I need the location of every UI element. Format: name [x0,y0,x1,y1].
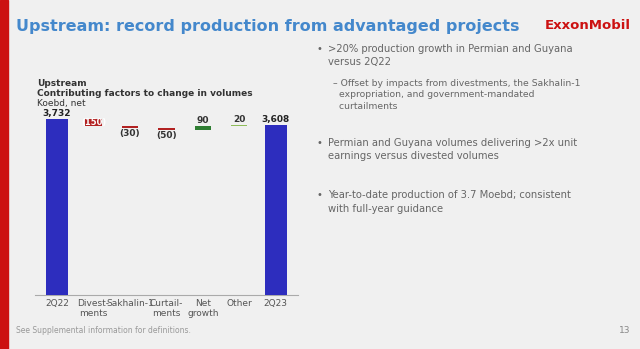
Text: Contributing factors to change in volumes: Contributing factors to change in volume… [37,89,253,98]
Bar [231,125,248,126]
Text: ExxonMobil: ExxonMobil [545,19,630,32]
Text: (50): (50) [156,131,177,140]
Text: 3,608: 3,608 [262,115,290,124]
Text: See Supplemental information for definitions.: See Supplemental information for definit… [16,326,191,335]
Text: Permian and Guyana volumes delivering >2x unit
earnings versus divested volumes: Permian and Guyana volumes delivering >2… [328,138,577,162]
Text: 20: 20 [233,115,246,124]
Text: – Offset by impacts from divestments, the Sakhalin-1
  expropriation, and govern: – Offset by impacts from divestments, th… [333,79,580,111]
Bar [158,128,175,130]
Text: •: • [317,44,323,54]
Text: Upstream: Upstream [37,79,87,88]
Text: Koebd, net: Koebd, net [37,99,86,109]
Bar [265,125,287,295]
Bar [195,126,211,130]
Text: Upstream: record production from advantaged projects: Upstream: record production from advanta… [16,19,520,34]
Bar [85,119,102,126]
Text: •: • [317,190,323,200]
Text: Year-to-date production of 3.7 Moebd; consistent
with full-year guidance: Year-to-date production of 3.7 Moebd; co… [328,190,571,214]
Bar [46,119,68,295]
Bar [122,126,138,128]
Text: (150): (150) [81,118,106,127]
Text: >20% production growth in Permian and Guyana
versus 2Q22: >20% production growth in Permian and Gu… [328,44,573,67]
Text: •: • [317,138,323,148]
Text: 90: 90 [196,116,209,125]
Text: 13: 13 [619,326,630,335]
Text: (30): (30) [120,129,140,138]
Text: 3,732: 3,732 [43,109,71,118]
